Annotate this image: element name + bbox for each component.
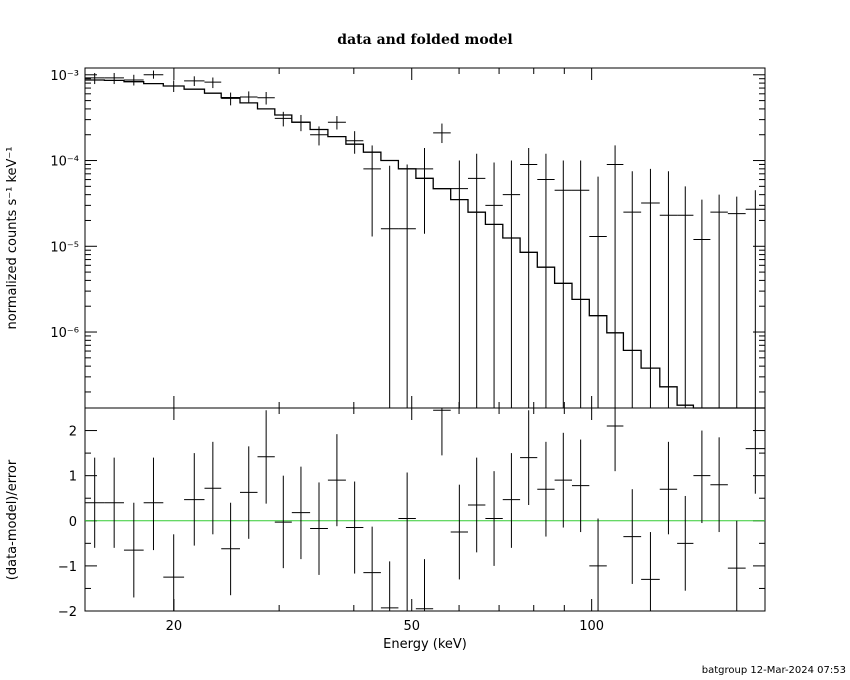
bottom-y-axis-label: (data-model)/error (5, 459, 20, 580)
y-tick-label: 10⁻⁶ (50, 326, 79, 341)
residual-crosses (85, 408, 765, 611)
folded-model-step (85, 79, 765, 409)
resid-y-tick-label: 1 (69, 470, 77, 485)
x-axis-label: Energy (keV) (383, 637, 467, 652)
y-tick-label: 10⁻³ (50, 69, 79, 84)
top-y-axis-label: normalized counts s⁻¹ keV⁻¹ (5, 147, 20, 330)
resid-y-tick-label: −2 (58, 605, 77, 620)
x-ticks: 20 50 100 (166, 68, 604, 634)
data-crosses (85, 70, 765, 408)
bottom-y-ticks: 2 1 0 −1 −2 (58, 407, 765, 620)
resid-y-tick-label: 2 (69, 425, 77, 440)
chart-title: data and folded model (337, 32, 512, 48)
y-tick-label: 10⁻⁵ (50, 240, 79, 255)
resid-y-tick-label: −1 (58, 560, 77, 575)
resid-y-tick-label: 0 (69, 515, 77, 530)
x-tick-label: 100 (579, 619, 604, 634)
top-panel-frame (84, 67, 766, 409)
x-tick-label: 20 (166, 619, 183, 634)
top-y-ticks: 10⁻³ 10⁻⁴ 10⁻⁵ 10⁻⁶ (50, 69, 765, 393)
timestamp-label: batgroup 12-Mar-2024 07:53 (702, 665, 846, 676)
x-tick-label: 50 (403, 619, 420, 634)
y-tick-label: 10⁻⁴ (50, 155, 79, 170)
